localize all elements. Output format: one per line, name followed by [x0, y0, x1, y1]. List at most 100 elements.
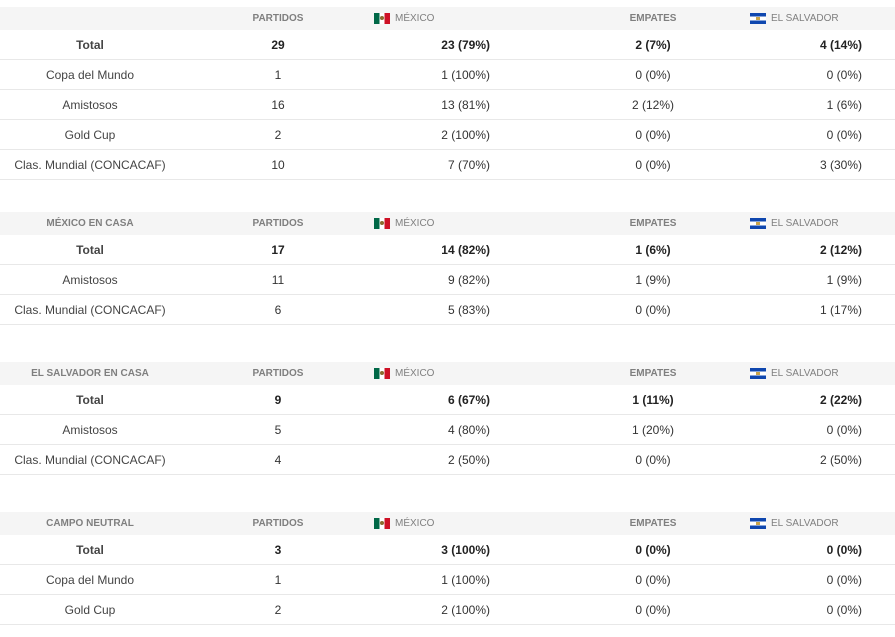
- row-label: Clas. Mundial (CONCACAF): [14, 452, 166, 467]
- column-header-empates: EMPATES: [629, 518, 677, 529]
- section-header: EL SALVADOR EN CASA PARTIDOS MÉXICO EMPA…: [0, 362, 895, 385]
- partidos-value: 10: [271, 157, 285, 172]
- el-salvador-value: 1 (9%): [826, 272, 862, 287]
- column-header-mexico: MÉXICO: [374, 512, 494, 535]
- row-label: Clas. Mundial (CONCACAF): [14, 157, 166, 172]
- mexico-value: 14 (82%): [441, 242, 490, 257]
- el-salvador-value: 2 (50%): [819, 452, 862, 467]
- column-header-empates: EMPATES: [629, 368, 677, 379]
- empates-value: 0 (0%): [635, 452, 671, 467]
- partidos-value: 6: [274, 302, 282, 317]
- el-salvador-value: 0 (0%): [826, 602, 862, 617]
- column-header-el-salvador-label: EL SALVADOR: [771, 368, 839, 379]
- column-header-mexico: MÉXICO: [374, 7, 494, 30]
- stats-section-neutral: CAMPO NEUTRAL PARTIDOS MÉXICO EMPATES EL…: [0, 512, 895, 625]
- empates-value: 0 (0%): [635, 157, 671, 172]
- column-header-partidos: PARTIDOS: [252, 368, 304, 379]
- mexico-value: 1 (100%): [441, 67, 490, 82]
- partidos-value: 2: [274, 127, 282, 142]
- column-header-mexico: MÉXICO: [374, 362, 494, 385]
- empates-value: 2 (7%): [635, 37, 671, 52]
- row-label: Total: [76, 392, 104, 407]
- section-header: PARTIDOS MÉXICO EMPATES EL SALVADOR: [0, 7, 895, 30]
- section-title: EL SALVADOR EN CASA: [31, 368, 149, 379]
- mexico-value: 1 (100%): [441, 572, 490, 587]
- column-header-mexico-label: MÉXICO: [395, 518, 435, 529]
- el-salvador-value: 2 (12%): [819, 242, 862, 257]
- partidos-value: 2: [274, 602, 282, 617]
- stats-section-el-salvador-home: EL SALVADOR EN CASA PARTIDOS MÉXICO EMPA…: [0, 362, 895, 475]
- empates-value: 1 (20%): [631, 422, 675, 437]
- table-row: Gold Cup 2 2 (100%) 0 (0%) 0 (0%): [0, 595, 895, 625]
- table-row: Total 3 3 (100%) 0 (0%) 0 (0%): [0, 535, 895, 565]
- row-label: Gold Cup: [64, 127, 116, 142]
- column-header-empates: EMPATES: [629, 13, 677, 24]
- partidos-value: 11: [271, 272, 285, 287]
- el-salvador-value: 1 (6%): [826, 97, 862, 112]
- mexico-value: 2 (50%): [447, 452, 490, 467]
- mexico-value: 9 (82%): [447, 272, 490, 287]
- empates-value: 0 (0%): [635, 302, 671, 317]
- row-label: Gold Cup: [64, 602, 116, 617]
- el-salvador-value: 0 (0%): [826, 127, 862, 142]
- row-label: Copa del Mundo: [45, 67, 135, 82]
- empates-value: 0 (0%): [635, 127, 671, 142]
- table-row: Total 17 14 (82%) 1 (6%) 2 (12%): [0, 235, 895, 265]
- column-header-partidos: PARTIDOS: [252, 13, 304, 24]
- section-header: MÉXICO EN CASA PARTIDOS MÉXICO EMPATES E…: [0, 212, 895, 235]
- column-header-mexico: MÉXICO: [374, 212, 494, 235]
- column-header-el-salvador: EL SALVADOR: [750, 362, 870, 385]
- table-row: Clas. Mundial (CONCACAF) 4 2 (50%) 0 (0%…: [0, 445, 895, 475]
- table-row: Copa del Mundo 1 1 (100%) 0 (0%) 0 (0%): [0, 60, 895, 90]
- empates-value: 2 (12%): [631, 97, 675, 112]
- table-row: Total 29 23 (79%) 2 (7%) 4 (14%): [0, 30, 895, 60]
- mexico-flag-icon: [374, 368, 390, 379]
- section-header: CAMPO NEUTRAL PARTIDOS MÉXICO EMPATES EL…: [0, 512, 895, 535]
- partidos-value: 17: [271, 242, 285, 257]
- table-row: Gold Cup 2 2 (100%) 0 (0%) 0 (0%): [0, 120, 895, 150]
- mexico-value: 13 (81%): [441, 97, 490, 112]
- column-header-el-salvador: EL SALVADOR: [750, 512, 870, 535]
- empates-value: 0 (0%): [635, 542, 671, 557]
- mexico-flag-icon: [374, 13, 390, 24]
- table-row: Copa del Mundo 1 1 (100%) 0 (0%) 0 (0%): [0, 565, 895, 595]
- empates-value: 1 (6%): [635, 242, 671, 257]
- mexico-value: 5 (83%): [447, 302, 490, 317]
- partidos-value: 9: [274, 392, 282, 407]
- mexico-value: 2 (100%): [441, 602, 490, 617]
- table-row: Amistosos 16 13 (81%) 2 (12%) 1 (6%): [0, 90, 895, 120]
- mexico-flag-icon: [374, 518, 390, 529]
- mexico-value: 6 (67%): [447, 392, 490, 407]
- mexico-value: 23 (79%): [441, 37, 490, 52]
- el-salvador-flag-icon: [750, 13, 766, 24]
- partidos-value: 4: [274, 452, 282, 467]
- partidos-value: 1: [274, 67, 282, 82]
- column-header-partidos: PARTIDOS: [252, 218, 304, 229]
- el-salvador-value: 2 (22%): [819, 392, 862, 407]
- row-label: Amistosos: [62, 272, 118, 287]
- stats-section-mexico-home: MÉXICO EN CASA PARTIDOS MÉXICO EMPATES E…: [0, 212, 895, 325]
- el-salvador-value: 3 (30%): [819, 157, 862, 172]
- row-label: Amistosos: [62, 97, 118, 112]
- column-header-partidos: PARTIDOS: [252, 518, 304, 529]
- column-header-el-salvador: EL SALVADOR: [750, 212, 870, 235]
- table-row: Clas. Mundial (CONCACAF) 6 5 (83%) 0 (0%…: [0, 295, 895, 325]
- table-row: Total 9 6 (67%) 1 (11%) 2 (22%): [0, 385, 895, 415]
- section-title: [0, 7, 180, 30]
- column-header-mexico-label: MÉXICO: [395, 368, 435, 379]
- partidos-value: 29: [271, 37, 285, 52]
- column-header-el-salvador-label: EL SALVADOR: [771, 518, 839, 529]
- section-title: MÉXICO EN CASA: [46, 218, 134, 229]
- column-header-mexico-label: MÉXICO: [395, 218, 435, 229]
- el-salvador-value: 4 (14%): [819, 37, 862, 52]
- row-label: Total: [76, 37, 104, 52]
- el-salvador-value: 0 (0%): [826, 572, 862, 587]
- empates-value: 1 (11%): [632, 392, 674, 407]
- row-label: Copa del Mundo: [45, 572, 135, 587]
- row-label: Total: [76, 542, 104, 557]
- empates-value: 0 (0%): [635, 602, 671, 617]
- stats-section-overall: PARTIDOS MÉXICO EMPATES EL SALVADOR Tota…: [0, 7, 895, 180]
- el-salvador-value: 0 (0%): [826, 542, 862, 557]
- empates-value: 1 (9%): [635, 272, 671, 287]
- el-salvador-value: 1 (17%): [819, 302, 862, 317]
